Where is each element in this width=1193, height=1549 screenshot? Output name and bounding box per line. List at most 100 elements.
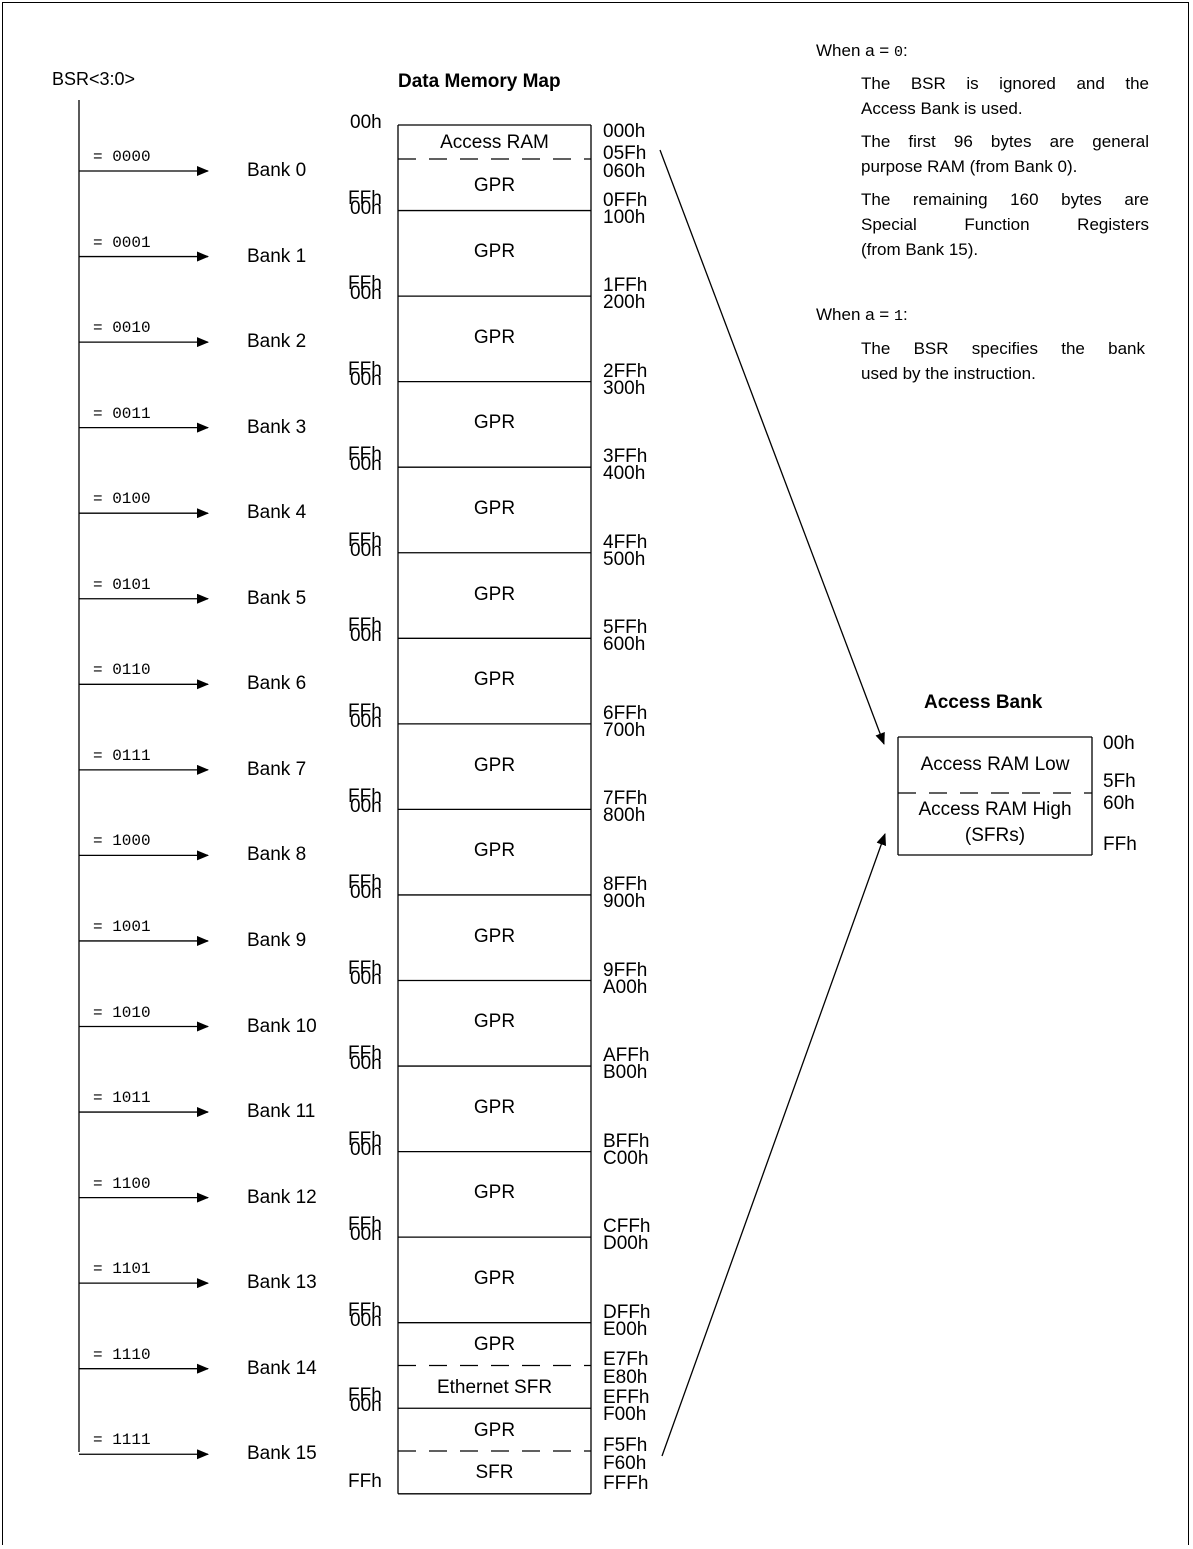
bank-start-offset: 00h xyxy=(350,368,382,390)
memory-region-label: GPR xyxy=(473,1267,516,1289)
address-label: EFFh xyxy=(603,1387,650,1409)
memory-region-label: GPR xyxy=(473,241,516,263)
memory-region-label: GPR xyxy=(473,497,516,519)
address-label: 800h xyxy=(603,805,646,827)
note-line: Access Bank is used. xyxy=(861,99,1023,118)
bank-end-offset: FFh xyxy=(348,1128,382,1150)
bank-label: Bank 1 xyxy=(247,245,307,267)
bank-label: Bank 2 xyxy=(247,331,307,353)
bank-label: Bank 10 xyxy=(247,1015,317,1037)
bsr-code: = 1011 xyxy=(93,1089,151,1108)
address-label: B00h xyxy=(603,1062,648,1084)
bank-end-offset: FFh xyxy=(348,273,382,295)
bank-end-offset: FFh xyxy=(348,1043,382,1065)
bank-start-offset: 00h xyxy=(350,881,382,903)
bank-end-offset: FFh xyxy=(348,786,382,808)
note-a0-value: 0 xyxy=(893,44,903,61)
memory-region-label: GPR xyxy=(473,754,516,776)
address-label: 8FFh xyxy=(603,873,648,895)
address-label: 100h xyxy=(603,206,646,228)
bank-start-offset: 00h xyxy=(350,112,382,133)
bank-label: Bank 6 xyxy=(247,673,307,695)
address-label: 000h xyxy=(603,121,646,142)
bank-end-offset: FFh xyxy=(348,529,382,551)
address-label: 400h xyxy=(603,463,646,485)
note-a1-prefix: When a = xyxy=(816,305,894,324)
address-label: 700h xyxy=(603,719,646,741)
memory-region-label: GPR xyxy=(473,326,516,348)
memory-region-label: GPR xyxy=(473,1011,516,1033)
address-label: 2FFh xyxy=(603,360,648,382)
address-label: E80h xyxy=(603,1367,648,1389)
note-line: The remaining 160 bytes are xyxy=(861,190,1149,209)
bsr-code: = 0011 xyxy=(93,404,151,423)
bank-start-offset: 00h xyxy=(350,625,382,647)
address-label: C00h xyxy=(603,1147,649,1169)
address-label: E7Fh xyxy=(603,1349,649,1371)
note-line: The BSR is ignored and the xyxy=(861,74,1149,93)
bsr-code: = 1110 xyxy=(93,1345,151,1364)
bank-label: Bank 14 xyxy=(247,1357,317,1379)
access-bank-address: FFh xyxy=(1103,834,1137,855)
address-label: 4FFh xyxy=(603,531,648,553)
bsr-code: = 0000 xyxy=(93,148,151,166)
note-a0-prefix: When a = xyxy=(816,41,894,60)
access-bank-title: Access Bank xyxy=(924,692,1043,713)
note-a1-value: 1 xyxy=(893,308,903,325)
bank-end-offset: FFh xyxy=(348,871,382,893)
address-label: 05Fh xyxy=(603,143,647,164)
bank-label: Bank 8 xyxy=(247,844,307,866)
bsr-code: = 1000 xyxy=(93,832,151,851)
note-line: The first 96 bytes are general xyxy=(861,132,1149,151)
bsr-code: = 0110 xyxy=(93,661,151,680)
note-line: Special Function Registers xyxy=(861,215,1149,234)
bank-start-offset: 00h xyxy=(350,1309,382,1331)
bank-label: Bank 7 xyxy=(247,758,307,780)
bank-start-offset: 00h xyxy=(350,1053,382,1075)
memory-region-label: GPR xyxy=(473,583,516,605)
access-bank-address: 60h xyxy=(1103,793,1135,814)
address-label: 6FFh xyxy=(603,702,648,724)
note-a1-heading: When a = 1: xyxy=(816,302,908,329)
bsr-code: = 0001 xyxy=(93,233,151,252)
access-high-mapping-arrow xyxy=(661,833,886,1457)
bank-start-offset: 00h xyxy=(350,1138,382,1160)
address-label: F60h xyxy=(603,1453,647,1475)
address-label: 600h xyxy=(603,634,646,656)
bank-start-offset: 00h xyxy=(350,710,382,732)
bank-label: Bank 9 xyxy=(247,929,307,951)
memory-region-label: GPR xyxy=(473,1334,516,1356)
memory-region-label: GPR xyxy=(473,1096,516,1118)
address-label: CFFh xyxy=(603,1216,651,1238)
address-label: 0FFh xyxy=(603,189,648,211)
address-label: 5FFh xyxy=(603,617,648,639)
bsr-code: = 1111 xyxy=(93,1431,151,1450)
address-label: DFFh xyxy=(603,1301,651,1323)
bank-start-offset: 00h xyxy=(350,967,382,989)
access-ram-high-sublabel: (SFRs) xyxy=(964,825,1026,846)
memory-map-title: Data Memory Map xyxy=(398,71,561,92)
memory-region-label: GPR xyxy=(473,174,516,196)
memory-region-label: GPR xyxy=(473,1182,516,1204)
address-label: 500h xyxy=(603,548,646,570)
memory-region-label: GPR xyxy=(473,669,516,691)
note-line: purpose RAM (from Bank 0). xyxy=(861,157,1078,176)
bsr-code: = 0111 xyxy=(93,746,151,765)
bsr-code: = 0010 xyxy=(93,319,151,338)
address-label: FFFh xyxy=(603,1472,649,1494)
memory-region-label: Access RAM xyxy=(440,132,549,153)
bank-end-offset: FFh xyxy=(348,1470,382,1492)
bank-start-offset: 00h xyxy=(350,1224,382,1246)
note-a1-suffix: : xyxy=(902,305,908,324)
bsr-code: = 1001 xyxy=(93,917,151,936)
bank-start-offset: 00h xyxy=(350,796,382,818)
access-low-mapping-arrow xyxy=(659,149,885,745)
bank-end-offset: FFh xyxy=(348,1385,382,1407)
address-label: 200h xyxy=(603,292,646,314)
bank-label: Bank 11 xyxy=(247,1101,316,1123)
bank-end-offset: FFh xyxy=(348,957,382,979)
bank-end-offset: FFh xyxy=(348,1214,382,1236)
bank-label: Bank 0 xyxy=(247,160,307,181)
